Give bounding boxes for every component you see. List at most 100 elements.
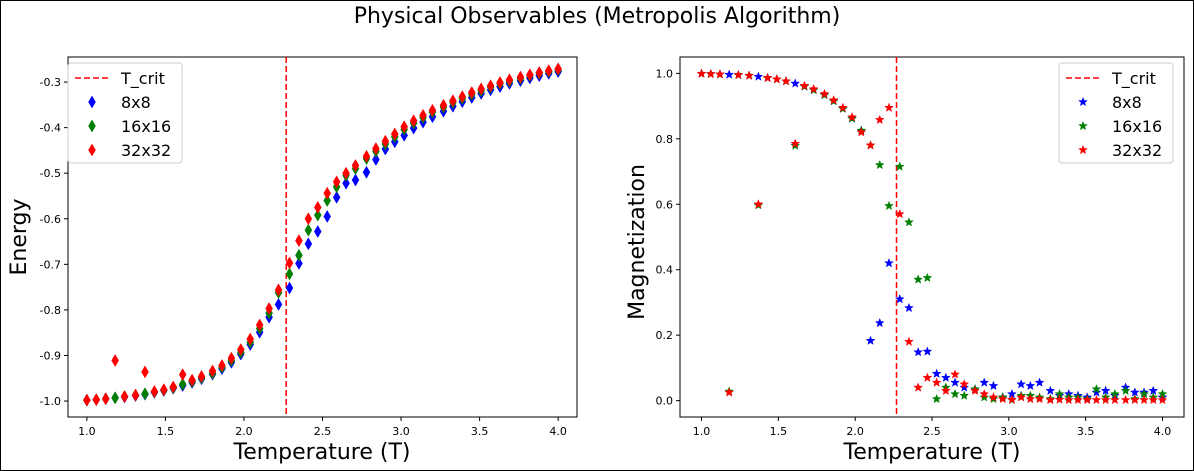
data-point bbox=[714, 69, 725, 79]
data-point bbox=[884, 102, 894, 112]
x-tick-label: 2.5 bbox=[923, 425, 941, 438]
data-point bbox=[120, 389, 129, 403]
data-point bbox=[959, 382, 970, 392]
data-point bbox=[313, 225, 322, 239]
data-point bbox=[874, 114, 885, 125]
y-tick-label: 0.8 bbox=[656, 133, 674, 146]
data-point bbox=[1054, 394, 1065, 404]
data-point bbox=[246, 332, 255, 346]
energy-data-points bbox=[83, 62, 562, 407]
data-point bbox=[313, 208, 322, 222]
data-point bbox=[362, 165, 371, 179]
data-point bbox=[922, 346, 933, 356]
energy-y-axis-label: Energy bbox=[7, 198, 32, 275]
data-point bbox=[1016, 379, 1027, 389]
data-point bbox=[274, 283, 283, 297]
legend-label: 8x8 bbox=[1112, 93, 1142, 112]
data-point bbox=[101, 392, 110, 406]
legend-swatch bbox=[88, 143, 96, 157]
data-point bbox=[208, 364, 217, 378]
data-point bbox=[931, 393, 942, 404]
data-point bbox=[351, 173, 360, 187]
magnetization-panel: 1.0 1.5 2.0 2.5 3.0 3.5 4.0 0.0 0.2 0.4 0.6 0.81.0 … bbox=[625, 56, 1185, 465]
data-point bbox=[535, 65, 544, 79]
data-point bbox=[790, 138, 801, 148]
data-point bbox=[979, 392, 990, 402]
y-tick-label: -0.7 bbox=[40, 258, 61, 271]
data-point bbox=[790, 78, 801, 88]
data-point bbox=[304, 237, 313, 251]
y-tick-label: 1.0 bbox=[656, 67, 674, 80]
data-point bbox=[351, 158, 360, 172]
legend-label: 32x32 bbox=[1112, 141, 1162, 160]
data-point bbox=[1045, 394, 1056, 405]
data-point bbox=[903, 336, 914, 346]
legend-box bbox=[1058, 62, 1174, 164]
data-point bbox=[1139, 394, 1150, 405]
data-point bbox=[874, 317, 885, 328]
magnetization-data-points bbox=[696, 68, 1168, 405]
data-point bbox=[903, 302, 914, 313]
data-point bbox=[131, 388, 140, 402]
legend-box bbox=[67, 62, 183, 164]
data-point bbox=[970, 385, 980, 396]
data-point bbox=[1016, 392, 1027, 402]
data-point bbox=[295, 234, 303, 248]
data-point bbox=[390, 127, 399, 141]
data-point bbox=[950, 388, 961, 399]
data-point bbox=[884, 257, 894, 268]
x-tick-label: 3.5 bbox=[471, 425, 489, 438]
data-point bbox=[505, 73, 514, 87]
series-32x32 bbox=[83, 62, 562, 407]
x-tick-label: 3.5 bbox=[1077, 425, 1095, 438]
data-point bbox=[959, 390, 970, 400]
data-point bbox=[799, 80, 810, 91]
data-point bbox=[894, 208, 905, 219]
data-point bbox=[332, 175, 341, 189]
data-point bbox=[169, 380, 178, 394]
data-point bbox=[150, 384, 159, 398]
data-point bbox=[516, 70, 525, 84]
data-point bbox=[141, 387, 149, 401]
x-tick-label: 4.0 bbox=[1154, 425, 1172, 438]
magnetization-y-axis-label: Magnetization bbox=[625, 164, 650, 320]
legend-label: T_crit bbox=[120, 69, 165, 89]
data-point bbox=[959, 379, 970, 389]
data-point bbox=[894, 161, 905, 171]
data-point bbox=[237, 343, 245, 357]
data-point bbox=[274, 297, 283, 311]
data-point bbox=[988, 392, 999, 402]
data-point bbox=[865, 140, 876, 150]
data-point bbox=[1006, 394, 1017, 404]
data-point bbox=[1025, 393, 1036, 404]
data-point bbox=[295, 248, 303, 262]
data-point bbox=[762, 72, 773, 83]
x-tick-label: 3.0 bbox=[392, 425, 410, 438]
data-point bbox=[913, 346, 924, 357]
data-point bbox=[874, 159, 885, 170]
y-tick-label: -0.5 bbox=[40, 167, 61, 180]
data-point bbox=[922, 372, 933, 382]
data-point bbox=[1120, 385, 1131, 396]
data-point bbox=[313, 200, 322, 214]
data-point bbox=[458, 90, 467, 104]
data-point bbox=[1082, 394, 1093, 405]
data-point bbox=[753, 71, 764, 81]
data-point bbox=[997, 393, 1008, 404]
data-point bbox=[1045, 385, 1056, 396]
data-point bbox=[255, 318, 264, 332]
legend-swatch bbox=[1078, 96, 1088, 107]
data-point bbox=[477, 82, 485, 96]
data-point bbox=[304, 223, 313, 237]
data-point bbox=[856, 127, 867, 137]
data-point bbox=[92, 393, 101, 407]
data-point bbox=[400, 120, 408, 134]
y-tick-label: -1.0 bbox=[40, 395, 61, 408]
data-point bbox=[1034, 377, 1045, 387]
data-point bbox=[733, 69, 744, 80]
data-point bbox=[979, 377, 990, 387]
data-point bbox=[449, 94, 457, 108]
data-point bbox=[847, 112, 858, 122]
data-point bbox=[342, 176, 350, 190]
data-point bbox=[950, 377, 961, 387]
